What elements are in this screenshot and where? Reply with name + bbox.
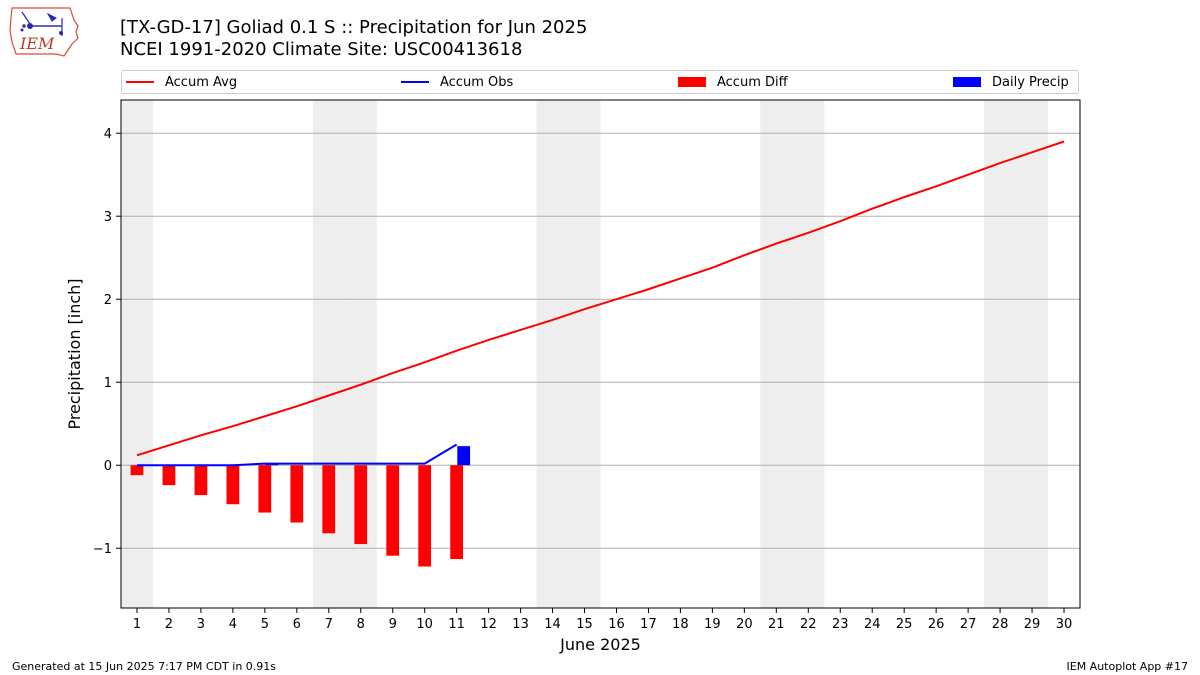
weekend-band-15	[568, 100, 601, 608]
xtick-label-12: 12	[480, 617, 497, 632]
xtick-label-8: 8	[357, 617, 365, 632]
accum-diff-bar-6	[290, 465, 304, 523]
xtick-label-20: 20	[736, 617, 753, 632]
logo-text: IEM	[19, 34, 55, 53]
xtick-label-5: 5	[261, 617, 269, 632]
legend-label-accum-avg: Accum Avg	[165, 74, 238, 90]
legend-label-accum-diff: Accum Diff	[717, 74, 788, 90]
daily-precip-bar-11	[457, 446, 471, 466]
xtick-label-3: 3	[197, 617, 205, 632]
xtick-label-1: 1	[133, 617, 141, 632]
accum-diff-bar-2	[162, 465, 176, 486]
xtick-label-17: 17	[640, 617, 657, 632]
accum-diff-bar-4	[226, 465, 240, 505]
ytick-label-4: 4	[104, 127, 112, 142]
legend-label-accum-obs: Accum Obs	[440, 74, 514, 90]
accum-diff-bar-1	[130, 465, 144, 476]
accum-avg-line	[136, 140, 1065, 457]
legend-swatch-accum-diff	[678, 77, 706, 87]
ytick-label--1: −1	[93, 542, 112, 557]
plot-frame	[120, 99, 1081, 609]
chart-title: [TX-GD-17] Goliad 0.1 S :: Precipitation…	[120, 17, 588, 38]
xtick-label-23: 23	[832, 617, 849, 632]
accum-obs-line	[136, 443, 458, 467]
legend-label-daily-precip: Daily Precip	[992, 74, 1069, 90]
legend-item-accum-avg: Accum Avg	[126, 71, 237, 93]
accum-diff-bar-11	[450, 465, 464, 560]
accum-diff-bar-5	[258, 465, 272, 513]
accum-diff-bar-7	[322, 465, 336, 534]
xtick-label-18: 18	[672, 617, 689, 632]
xtick-label-16: 16	[608, 617, 625, 632]
legend-item-daily-precip: Daily Precip	[953, 71, 1069, 93]
generated-timestamp: Generated at 15 Jun 2025 7:17 PM CDT in …	[12, 660, 277, 673]
app-credit: IEM Autoplot App #17	[1066, 660, 1189, 673]
accum-diff-bar-10	[418, 465, 432, 567]
weekend-band-22	[792, 100, 825, 608]
xtick-label-26: 26	[928, 617, 945, 632]
xtick-label-13: 13	[512, 617, 529, 632]
weekend-band-29	[1016, 100, 1049, 608]
accum-diff-bar-3	[194, 465, 208, 496]
weekend-band-28	[984, 100, 1017, 608]
xtick-label-4: 4	[229, 617, 237, 632]
ytick-label-2: 2	[104, 293, 112, 308]
accum-diff-bar-9	[386, 465, 400, 556]
xtick-label-14: 14	[544, 617, 561, 632]
weekend-band-14	[536, 100, 569, 608]
iem-logo: IEM	[9, 7, 79, 57]
weekend-band-21	[760, 100, 793, 608]
legend-swatch-daily-precip	[953, 77, 981, 87]
weather-instrument-icon	[20, 11, 63, 36]
xtick-label-22: 22	[800, 617, 817, 632]
xtick-label-19: 19	[704, 617, 721, 632]
y-axis-label: Precipitation [inch]	[65, 278, 84, 429]
ytick-label-1: 1	[104, 376, 112, 391]
x-axis-label: June 2025	[559, 635, 641, 654]
xtick-label-9: 9	[389, 617, 397, 632]
legend-item-accum-diff: Accum Diff	[678, 71, 788, 93]
xtick-label-15: 15	[576, 617, 593, 632]
legend-item-accum-obs: Accum Obs	[401, 71, 513, 93]
chart-subtitle: NCEI 1991-2020 Climate Site: USC00413618	[120, 39, 523, 60]
xtick-label-11: 11	[448, 617, 465, 632]
xtick-label-10: 10	[416, 617, 433, 632]
ytick-label-3: 3	[104, 210, 112, 225]
legend: Accum Avg Accum Obs Accum Diff Daily Pre…	[121, 70, 1079, 94]
xtick-label-30: 30	[1056, 617, 1073, 632]
xtick-label-6: 6	[293, 617, 301, 632]
iowa-state-outline	[9, 7, 79, 57]
xtick-label-25: 25	[896, 617, 913, 632]
xtick-label-27: 27	[960, 617, 977, 632]
xtick-label-24: 24	[864, 617, 881, 632]
ytick-label-0: 0	[104, 459, 112, 474]
legend-swatch-accum-avg	[126, 81, 154, 83]
weekend-band-1	[121, 100, 153, 608]
xtick-label-21: 21	[768, 617, 785, 632]
xtick-label-29: 29	[1024, 617, 1041, 632]
accum-diff-bar-8	[354, 465, 368, 545]
xtick-label-2: 2	[165, 617, 173, 632]
xtick-label-7: 7	[325, 617, 333, 632]
legend-swatch-accum-obs	[401, 81, 429, 83]
xtick-label-28: 28	[992, 617, 1009, 632]
